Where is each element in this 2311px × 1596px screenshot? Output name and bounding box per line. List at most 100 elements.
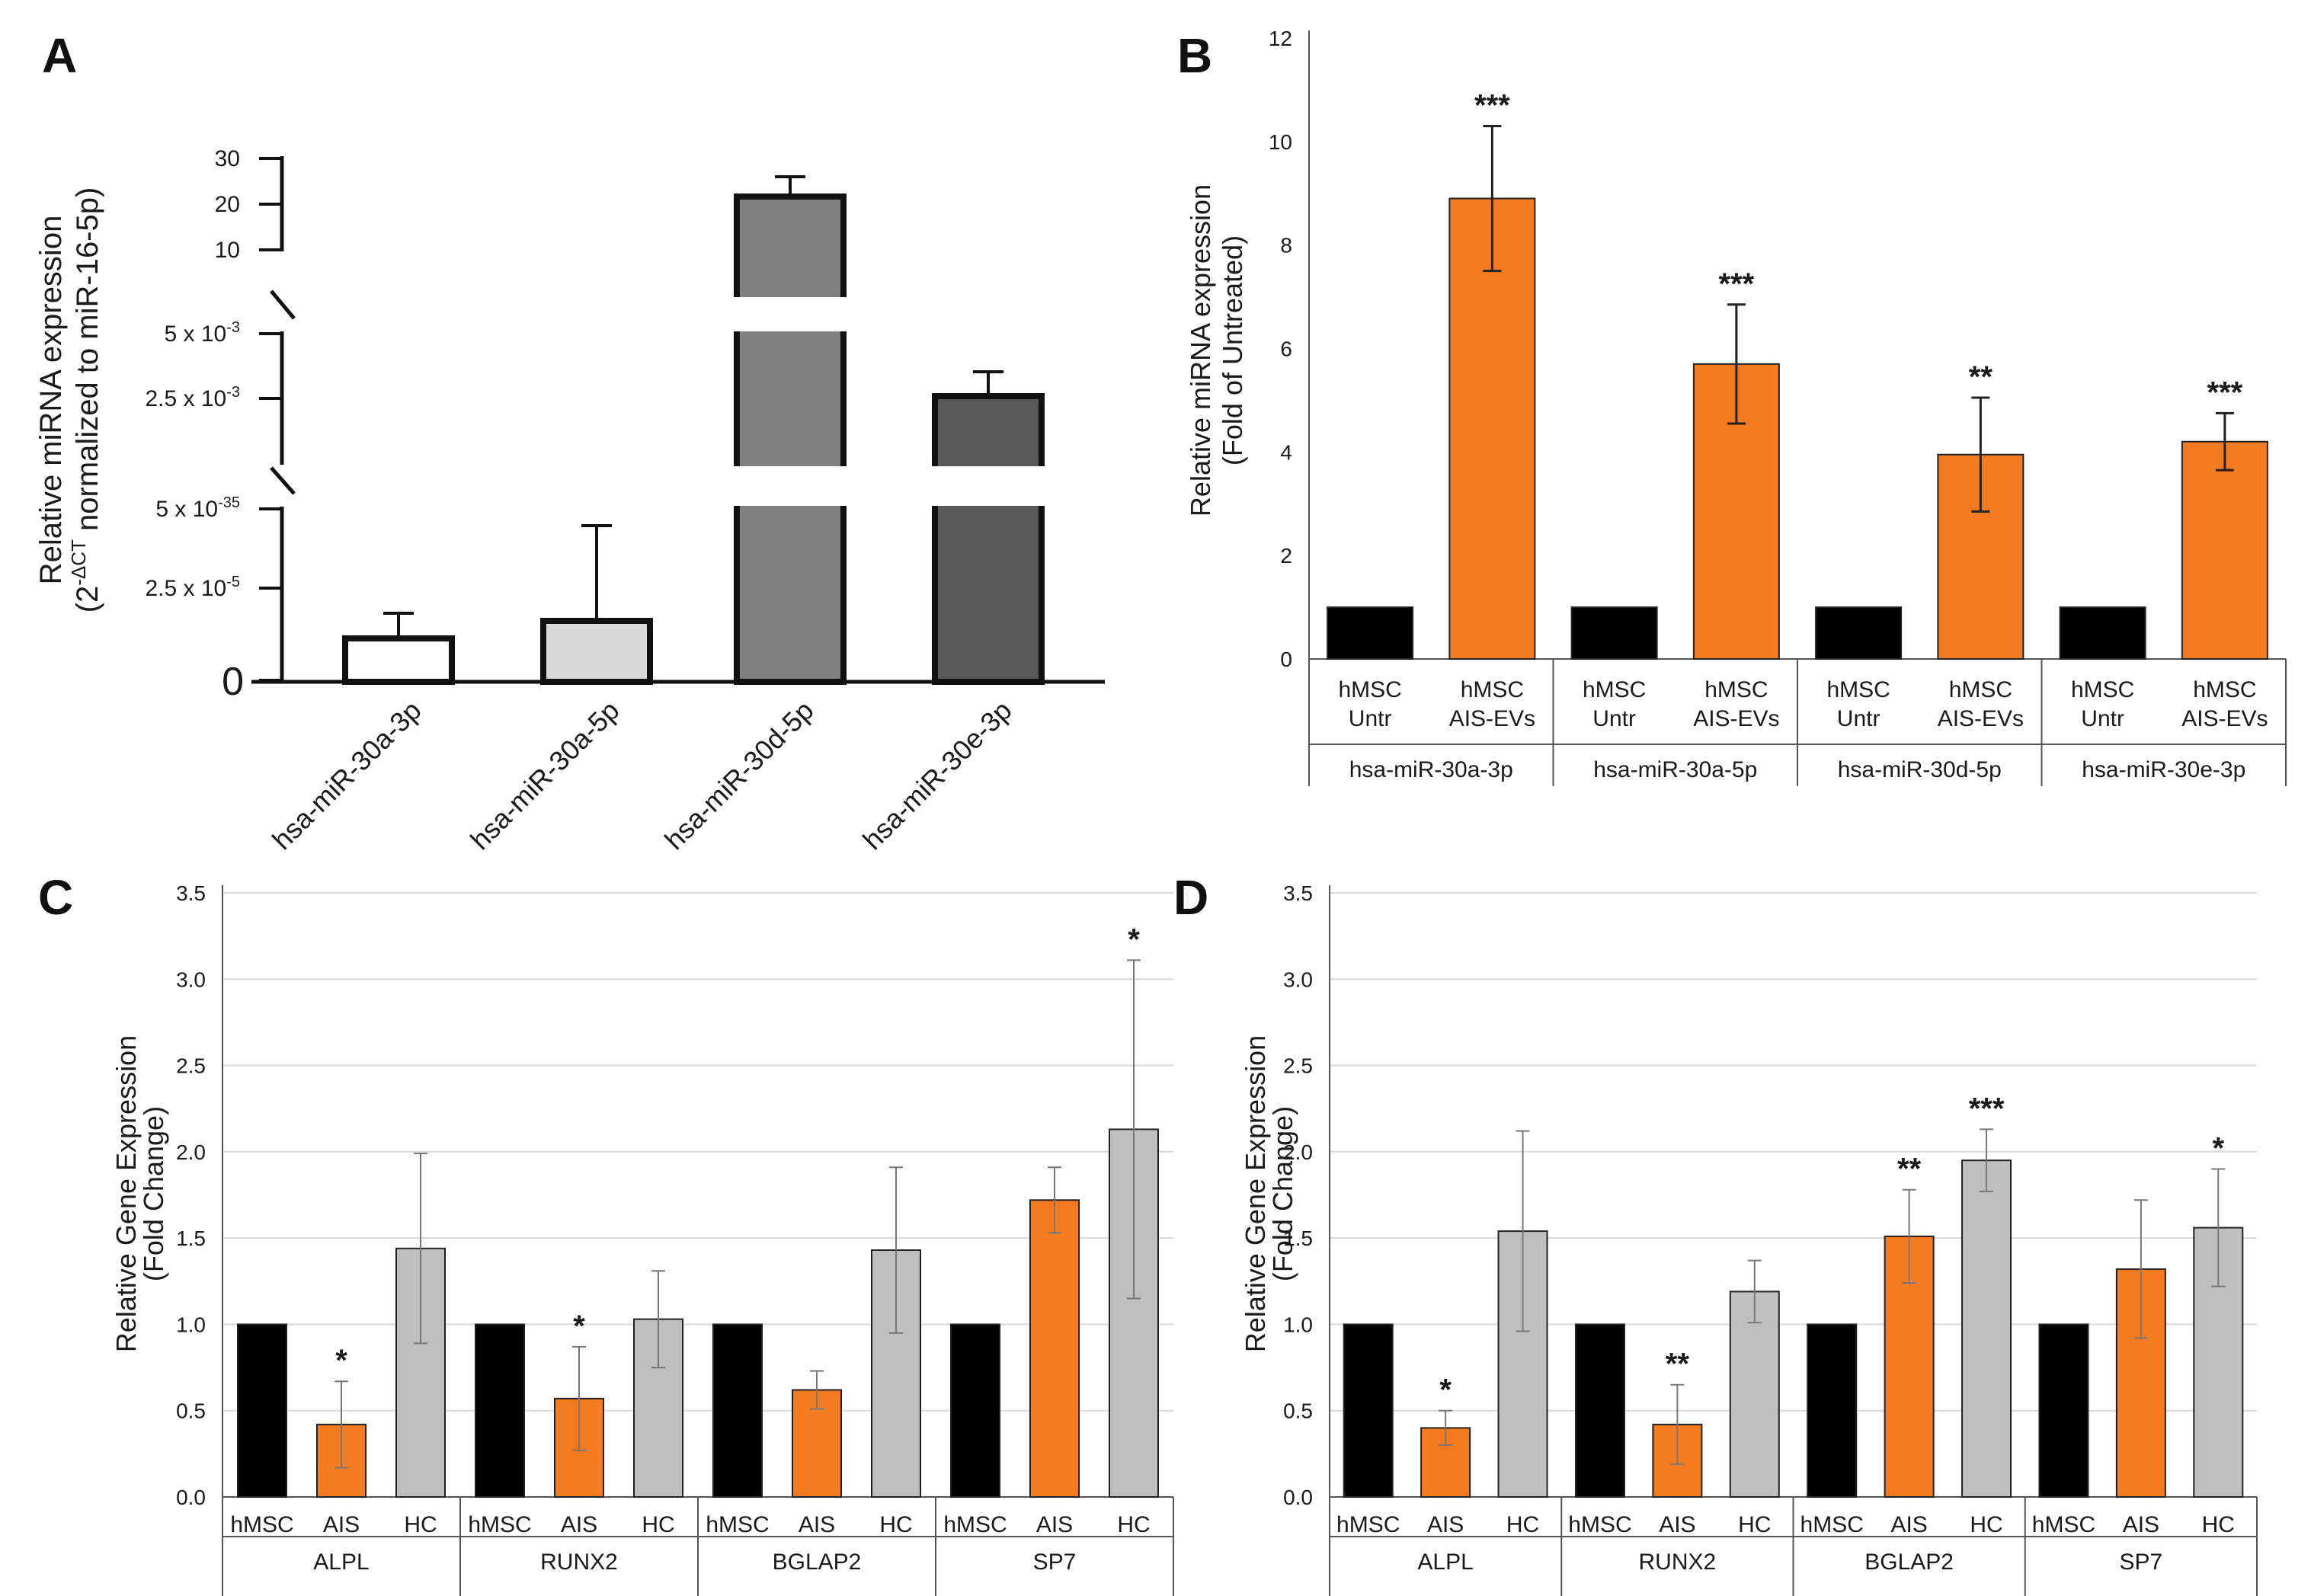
panel-b-ytick-label-6: 12 <box>1269 27 1292 50</box>
panel-c-ylabel-line1: Relative Gene Expression <box>110 1035 142 1352</box>
panel-c-ytick-label-7: 3.5 <box>176 881 206 905</box>
panel-b-bar-hsa-mir-30e-3p-1 <box>2181 440 2268 660</box>
panel-a-tick-label-2p5e-5-exp: -5 <box>226 574 240 590</box>
panel-d-ylabel: Relative Gene Expression (Fold Change) <box>1240 1035 1298 1352</box>
panel-b-sublabel-3-1-0: hMSC <box>2193 677 2256 702</box>
panel-b-significance-0: *** <box>1474 88 1510 122</box>
panel-b-sublabel-2-0-0: hMSC <box>1826 677 1890 702</box>
panel-c-bar-sp7-0 <box>950 1323 1000 1498</box>
panel-d-significance-3: *** <box>1969 1092 2005 1125</box>
panel-d-ylabel-line2: (Fold Change) <box>1267 1106 1298 1281</box>
panel-b-sublabel-3-0-0: hMSC <box>2071 677 2134 702</box>
panel-a-bar-hsa-miR-30a-5p <box>540 618 653 685</box>
panel-b-significance-3: *** <box>2207 376 2243 409</box>
panel-a-tick-label-5e-35-base: 5 x 10 <box>155 497 218 522</box>
panel-d-group-label-2: BGLAP2 <box>1864 1550 1954 1575</box>
panel-a-bar-hsa-miR-30e-3p <box>932 393 1045 685</box>
panel-d-sublabel-2-0: hMSC <box>1800 1512 1864 1537</box>
panel-d-ylabel-line1: Relative Gene Expression <box>1240 1035 1271 1352</box>
panel-b-bar-hsa-mir-30a-5p-0 <box>1570 606 1658 660</box>
panel-c-significance-1: * <box>573 1310 585 1343</box>
panel-a-bar-hsa-miR-30a-3p <box>342 635 455 685</box>
panel-b-sublabel-0-1-0: hMSC <box>1461 677 1524 702</box>
panel-a-chart: Relative miRNA expression (2-ΔCT normali… <box>34 146 1105 856</box>
panel-a-ylabel-sup: -ΔCT <box>67 539 90 586</box>
panel-c-sublabel-2-0: hMSC <box>706 1512 769 1537</box>
panel-label-c: C <box>38 870 73 925</box>
panel-d-group-label-3: SP7 <box>2120 1550 2163 1575</box>
panel-c-group-label-0: ALPL <box>313 1550 369 1575</box>
panel-b-significance-2: ** <box>1969 360 1993 394</box>
panel-c-sublabel-0-1: AIS <box>323 1512 360 1537</box>
panel-c-sublabel-1-0: hMSC <box>468 1512 531 1537</box>
panel-c-bar-sp7-1 <box>1029 1199 1080 1498</box>
panel-d-significance-2: ** <box>1897 1153 1922 1186</box>
panel-d-significance-4: * <box>2213 1132 2225 1166</box>
panel-d-ytick-label-2: 1.0 <box>1283 1313 1313 1336</box>
panel-a-tick-label-5e-35-exp: -35 <box>218 494 240 511</box>
panel-b-group-label-0: hsa-miR-30a-3p <box>1349 757 1513 782</box>
panel-b-sublabel-2-1-1: AIS-EVs <box>1938 706 2024 731</box>
panel-a-tick-label-5e-3: 5 x 10-3 <box>164 319 240 347</box>
panel-a-cat-label-2: hsa-miR-30d-5p <box>658 695 820 856</box>
panel-d-ytick-label-4: 2.0 <box>1283 1140 1313 1164</box>
panel-d-sublabel-0-1: AIS <box>1427 1512 1464 1537</box>
panel-d-significance-1: ** <box>1666 1348 1690 1381</box>
panel-d-bar-bglap2-2 <box>1961 1159 2012 1498</box>
panel-d-sublabel-1-0: hMSC <box>1568 1512 1631 1537</box>
panel-b-chart: Relative miRNA expression (Fold of Untre… <box>1185 27 2287 786</box>
panel-a-cat-label-0: hsa-miR-30a-3p <box>266 695 427 856</box>
panel-a-tick-label-2p5e-5: 2.5 x 10-5 <box>145 574 240 601</box>
panel-a-bar-hsa-miR-30d-5p <box>734 194 847 685</box>
panel-a-ylabel-suffix: normalized to miR-16-5p) <box>71 187 104 539</box>
panel-d-sublabel-0-2: HC <box>1506 1512 1539 1537</box>
panel-c-sublabel-1-1: AIS <box>561 1512 597 1537</box>
panel-d-group-label-1: RUNX2 <box>1639 1550 1717 1575</box>
panel-a-axis-break-1 <box>270 289 296 320</box>
panel-c-chart: Relative Gene Expression (Fold Change) 0… <box>110 881 1174 1596</box>
panel-d-sublabel-1-1: AIS <box>1659 1512 1695 1537</box>
panel-c-significance-0: * <box>335 1344 347 1377</box>
panel-c-ytick-label-6: 3.0 <box>176 968 206 991</box>
panel-a-bar-break-gap-1 <box>728 297 853 331</box>
panel-b-bar-hsa-mir-30d-5p-0 <box>1815 606 1903 660</box>
panel-c-group-label-3: SP7 <box>1033 1550 1077 1575</box>
panel-b-sublabel-1-1-0: hMSC <box>1704 677 1768 702</box>
panel-a-cat-label-3: hsa-miR-30e-3p <box>856 695 1018 856</box>
panel-a-axis-break-2 <box>270 466 296 495</box>
panel-b-sublabel-2-0-1: Untr <box>1837 706 1880 731</box>
panel-a-tick-label-2p5e-3-base: 2.5 x 10 <box>145 386 226 411</box>
panel-b-ytick-label-0: 0 <box>1280 648 1292 671</box>
panel-a-ylabel-line2: (2-ΔCT normalized to miR-16-5p) <box>67 187 104 613</box>
panel-a-tick-label-5e-35: 5 x 10-35 <box>155 494 240 522</box>
panel-b-sublabel-2-1-0: hMSC <box>1949 677 2012 702</box>
panel-a-ylabel-line1: Relative miRNA expression <box>34 216 68 585</box>
panel-b-sublabel-1-0-1: Untr <box>1592 706 1636 731</box>
panel-d-sublabel-2-1: AIS <box>1890 1512 1927 1537</box>
panel-c-ylabel: Relative Gene Expression (Fold Change) <box>110 1035 169 1352</box>
panel-c-sublabel-3-2: HC <box>1117 1512 1150 1537</box>
panel-a-tick-label-10: 10 <box>215 238 240 263</box>
panel-a-tick-label-5e-3-exp: -3 <box>226 319 240 336</box>
panel-b-bar-hsa-mir-30e-3p-0 <box>2059 606 2146 660</box>
panel-b-ylabel-line1: Relative miRNA expression <box>1185 184 1216 517</box>
panel-a-tick-label-2p5e-3-exp: -3 <box>226 384 240 401</box>
panel-d-ytick-label-1: 0.5 <box>1283 1399 1313 1423</box>
panel-b-sublabel-3-0-1: Untr <box>2081 706 2124 731</box>
panel-c-ytick-label-4: 2.0 <box>176 1140 206 1164</box>
panel-b-sublabel-1-0-0: hMSC <box>1583 677 1646 702</box>
panel-c-bar-alpl-0 <box>237 1323 287 1498</box>
panel-a-tick-label-2p5e-3: 2.5 x 10-3 <box>145 384 240 411</box>
panel-a-tick-label-5e-3-base: 5 x 10 <box>164 321 226 347</box>
panel-d-ytick-label-7: 3.5 <box>1283 881 1313 905</box>
panel-label-d: D <box>1173 870 1208 925</box>
panel-d-sublabel-3-2: HC <box>2202 1512 2235 1537</box>
panel-c-significance-2: * <box>1128 923 1140 956</box>
panel-c-ytick-label-3: 1.5 <box>176 1227 206 1250</box>
panel-a-tick-label-2p5e-5-base: 2.5 x 10 <box>145 576 226 601</box>
panel-b-ytick-label-5: 10 <box>1269 130 1292 154</box>
panel-b-ytick-label-1: 2 <box>1280 544 1292 568</box>
panel-c-bar-bglap2-0 <box>712 1323 763 1498</box>
panel-b-sublabel-3-1-1: AIS-EVs <box>2181 706 2268 731</box>
panel-c-group-label-2: BGLAP2 <box>773 1550 862 1575</box>
